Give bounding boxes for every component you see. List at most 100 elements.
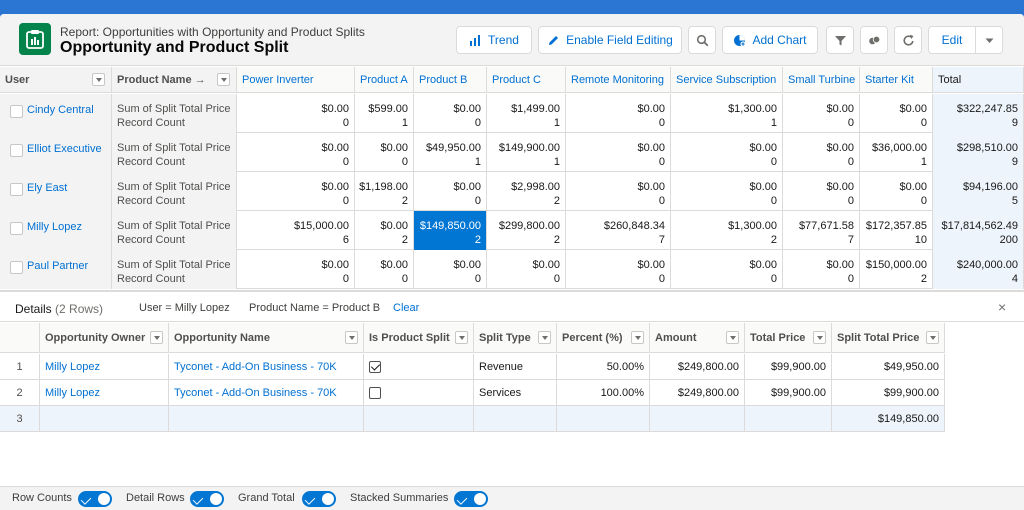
value-cell[interactable]: $1,198.00 2 (355, 172, 414, 211)
value-cell[interactable]: $172,357.85 10 (860, 211, 933, 250)
chevron-down-icon[interactable] (726, 331, 739, 344)
column-header-product-name[interactable]: Product Name → (112, 67, 237, 93)
row-checkbox[interactable] (10, 222, 23, 235)
row-total-cell[interactable]: $94,196.00 5 (933, 172, 1024, 211)
chevron-down-icon[interactable] (631, 331, 644, 344)
value-cell[interactable]: $0.00 0 (566, 250, 671, 289)
user-link[interactable]: Elliot Executive (27, 143, 102, 155)
column-header-total[interactable]: Total (933, 67, 1024, 93)
detail-cell-name[interactable]: Tyconet - Add-On Business - 70K (169, 354, 364, 380)
value-cell[interactable]: $0.00 0 (355, 250, 414, 289)
row-checkbox[interactable] (10, 183, 23, 196)
user-link[interactable]: Paul Partner (27, 260, 89, 272)
refresh-button[interactable] (894, 26, 922, 54)
filter-button[interactable] (826, 26, 854, 54)
value-cell[interactable]: $0.00 0 (237, 133, 355, 172)
value-cell[interactable]: $1,499.00 1 (487, 94, 566, 133)
value-cell[interactable]: $0.00 0 (783, 133, 860, 172)
value-cell[interactable]: $0.00 2 (355, 211, 414, 250)
value-cell[interactable]: $1,300.00 1 (671, 94, 783, 133)
value-cell[interactable]: $0.00 0 (237, 172, 355, 211)
value-cell[interactable]: $0.00 0 (783, 172, 860, 211)
detail-rows-toggle[interactable] (190, 491, 224, 507)
detail-header-is-product-split[interactable]: Is Product Split (364, 323, 474, 353)
column-header-power-inverter[interactable]: Power Inverter (237, 67, 355, 93)
value-cell[interactable]: $0.00 0 (355, 133, 414, 172)
column-header-service-subscription[interactable]: Service Subscription (671, 67, 783, 93)
user-link[interactable]: Milly Lopez (27, 221, 83, 233)
column-header-user[interactable]: User (0, 67, 112, 93)
clear-filters-link[interactable]: Clear (393, 302, 420, 314)
trend-button[interactable]: Trend (456, 26, 532, 54)
row-checkbox[interactable] (10, 144, 23, 157)
chevron-down-icon[interactable] (538, 331, 551, 344)
value-cell[interactable]: $0.00 0 (566, 94, 671, 133)
row-total-cell[interactable]: $240,000.00 4 (933, 250, 1024, 289)
value-cell[interactable]: $0.00 0 (860, 94, 933, 133)
column-header-small-turbine[interactable]: Small Turbine (783, 67, 860, 93)
value-cell[interactable]: $0.00 0 (566, 172, 671, 211)
value-cell[interactable]: $36,000.00 1 (860, 133, 933, 172)
chevron-down-icon[interactable] (813, 331, 826, 344)
value-cell[interactable]: $599.00 1 (355, 94, 414, 133)
chevron-down-icon[interactable] (217, 73, 230, 86)
enable-field-editing-button[interactable]: Enable Field Editing (538, 26, 682, 54)
value-cell[interactable]: $0.00 0 (671, 250, 783, 289)
add-chart-button[interactable]: Add Chart (722, 26, 818, 54)
column-header-remote-monitoring[interactable]: Remote Monitoring (566, 67, 671, 93)
value-cell[interactable]: $0.00 0 (487, 250, 566, 289)
value-cell[interactable]: $0.00 0 (414, 94, 487, 133)
column-header-product-b[interactable]: Product B (414, 67, 487, 93)
chevron-down-icon[interactable] (150, 331, 163, 344)
value-cell[interactable]: $2,998.00 2 (487, 172, 566, 211)
row-checkbox[interactable] (10, 261, 23, 274)
chevron-down-icon[interactable] (92, 73, 105, 86)
value-cell[interactable]: $0.00 0 (783, 250, 860, 289)
detail-header-split-type[interactable]: Split Type (474, 323, 557, 353)
value-cell[interactable]: $15,000.00 6 (237, 211, 355, 250)
value-cell[interactable]: $0.00 0 (414, 172, 487, 211)
detail-header-opportunity-owner[interactable]: Opportunity Owner (40, 323, 169, 353)
value-cell[interactable]: $150,000.00 2 (860, 250, 933, 289)
user-link[interactable]: Ely East (27, 182, 68, 194)
user-link[interactable]: Cindy Central (27, 104, 94, 116)
row-counts-toggle[interactable] (78, 491, 112, 507)
stacked-summaries-toggle[interactable] (454, 491, 488, 507)
detail-header-amount[interactable]: Amount (650, 323, 745, 353)
value-cell[interactable]: $0.00 0 (860, 172, 933, 211)
value-cell[interactable]: $149,850.00 2 (414, 211, 487, 250)
value-cell[interactable]: $0.00 0 (783, 94, 860, 133)
column-header-product-a[interactable]: Product A (355, 67, 414, 93)
value-cell[interactable]: $0.00 0 (237, 250, 355, 289)
search-button[interactable] (688, 26, 716, 54)
column-header-starter-kit[interactable]: Starter Kit (860, 67, 933, 93)
value-cell[interactable]: $0.00 0 (566, 133, 671, 172)
value-cell[interactable]: $1,300.00 2 (671, 211, 783, 250)
grand-total-toggle[interactable] (302, 491, 336, 507)
value-cell[interactable]: $0.00 0 (671, 172, 783, 211)
value-cell[interactable]: $0.00 0 (671, 133, 783, 172)
value-cell[interactable]: $0.00 0 (414, 250, 487, 289)
edit-button[interactable]: Edit (928, 26, 976, 54)
value-cell[interactable]: $0.00 0 (237, 94, 355, 133)
column-header-product-c[interactable]: Product C (487, 67, 566, 93)
chevron-down-icon[interactable] (455, 331, 468, 344)
value-cell[interactable]: $49,950.00 1 (414, 133, 487, 172)
value-cell[interactable]: $260,848.34 7 (566, 211, 671, 250)
detail-header-split-total-price[interactable]: Split Total Price (832, 323, 945, 353)
value-cell[interactable]: $77,671.58 7 (783, 211, 860, 250)
chevron-down-icon[interactable] (926, 331, 939, 344)
collapse-rows-button[interactable] (860, 26, 888, 54)
row-total-cell[interactable]: $322,247.85 9 (933, 94, 1024, 133)
detail-cell-owner[interactable]: Milly Lopez (40, 354, 169, 380)
detail-header-percent-[interactable]: Percent (%) (557, 323, 650, 353)
row-total-cell[interactable]: $298,510.00 9 (933, 133, 1024, 172)
value-cell[interactable]: $149,900.00 1 (487, 133, 566, 172)
detail-header-opportunity-name[interactable]: Opportunity Name (169, 323, 364, 353)
edit-menu-button[interactable] (975, 26, 1003, 54)
close-icon[interactable]: × (998, 299, 1007, 315)
detail-cell-name[interactable]: Tyconet - Add-On Business - 70K (169, 380, 364, 406)
detail-header-total-price[interactable]: Total Price (745, 323, 832, 353)
detail-cell-owner[interactable]: Milly Lopez (40, 380, 169, 406)
chevron-down-icon[interactable] (345, 331, 358, 344)
